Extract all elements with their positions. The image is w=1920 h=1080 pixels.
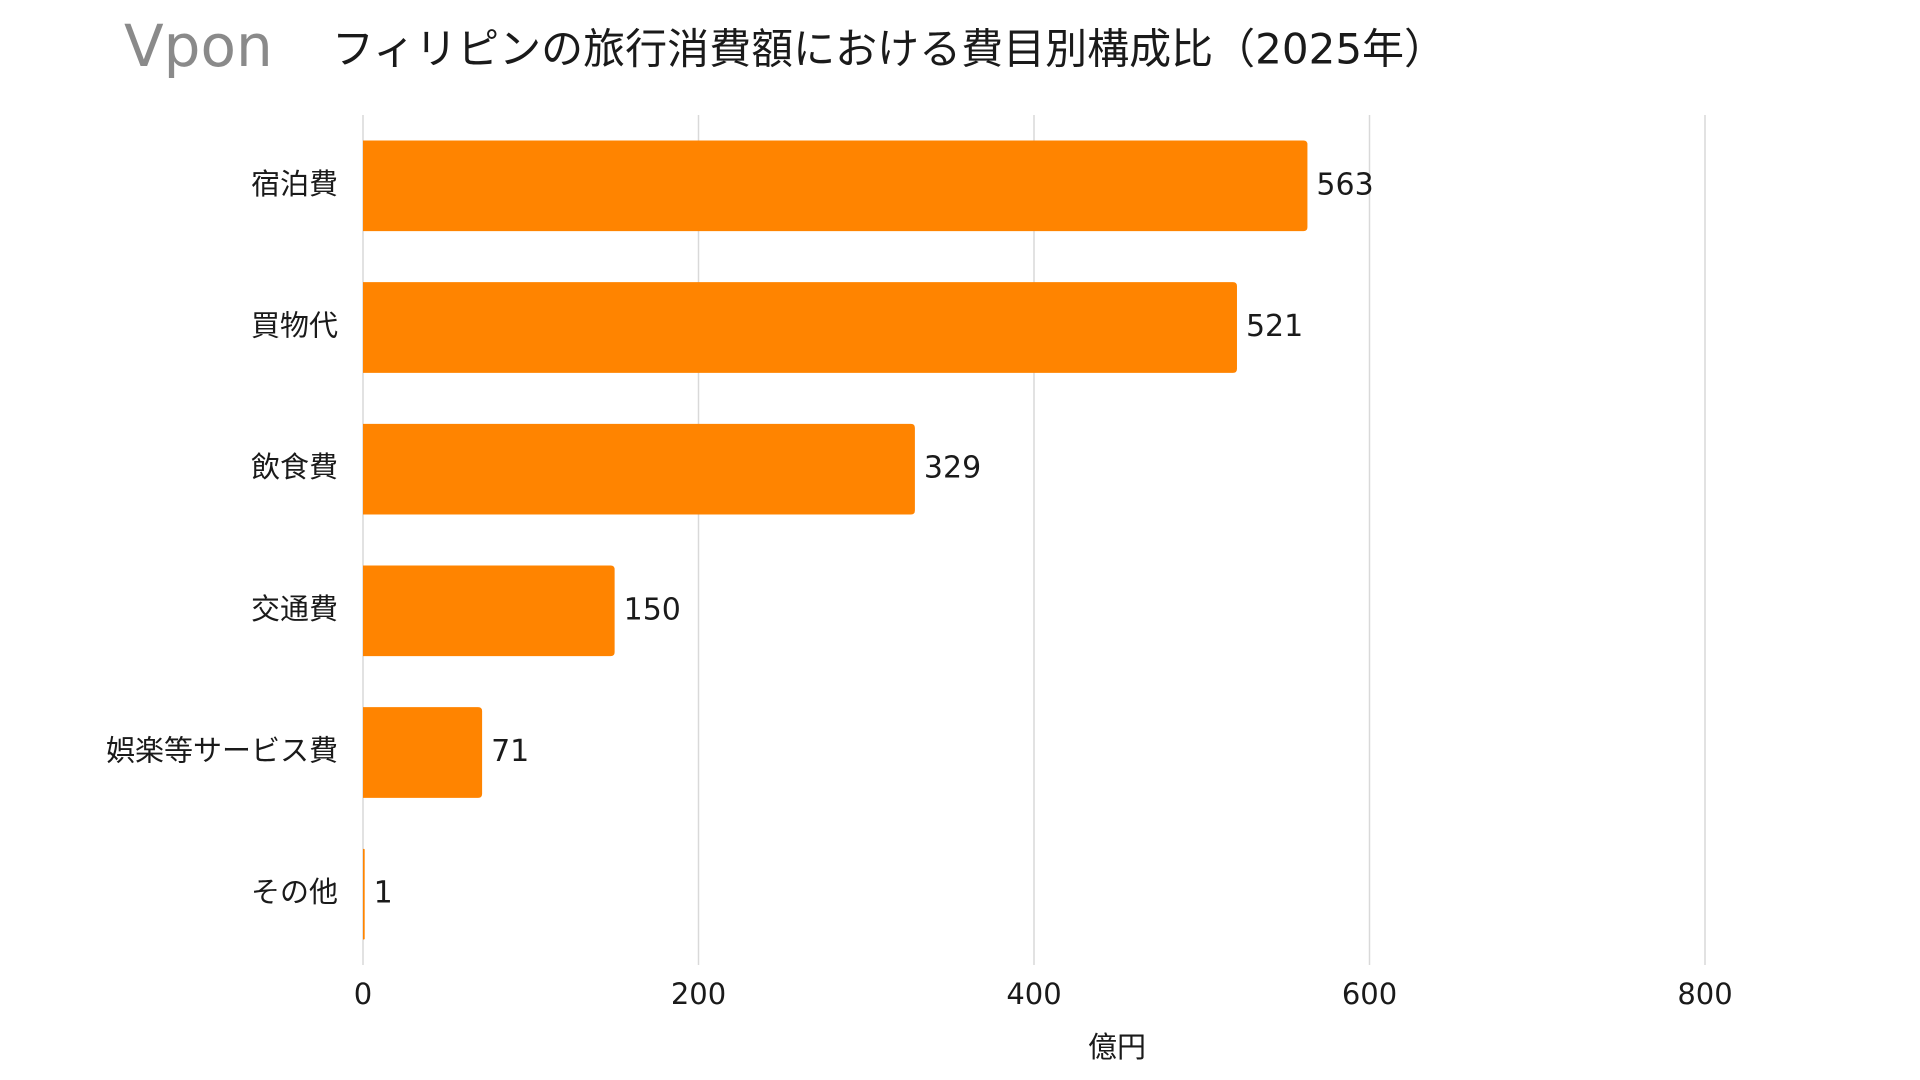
y-tick-label: 宿泊費 xyxy=(251,167,338,201)
value-label: 71 xyxy=(491,734,529,769)
value-label: 329 xyxy=(924,451,981,486)
grid xyxy=(362,115,1706,965)
value-label: 1 xyxy=(374,876,393,911)
bar xyxy=(363,565,615,657)
y-tick-label: 交通費 xyxy=(251,592,338,626)
logo: Vpon xyxy=(124,12,273,80)
x-tick-label: 400 xyxy=(1006,977,1061,1011)
x-tick-label: 0 xyxy=(354,977,372,1011)
chart-title: フィリピンの旅行消費額における費目別構成比（2025年） xyxy=(332,25,1446,74)
x-tick-label: 800 xyxy=(1677,977,1732,1011)
value-label: 150 xyxy=(624,592,681,627)
x-tick-label: 200 xyxy=(671,977,726,1011)
bar xyxy=(363,282,1237,373)
value-label: 521 xyxy=(1246,309,1303,344)
y-tick-label: 飲食費 xyxy=(251,450,338,484)
bar xyxy=(363,140,1308,232)
bar xyxy=(363,707,483,798)
bar xyxy=(363,423,915,515)
x-axis-label: 億円 xyxy=(1088,1030,1146,1064)
y-tick-label: 買物代 xyxy=(251,309,338,343)
value-label: 563 xyxy=(1316,167,1373,202)
bar xyxy=(363,848,365,940)
x-tick-label: 600 xyxy=(1342,977,1397,1011)
y-tick-label: 娯楽等サービス費 xyxy=(106,734,338,768)
y-tick-label: その他 xyxy=(251,875,338,909)
